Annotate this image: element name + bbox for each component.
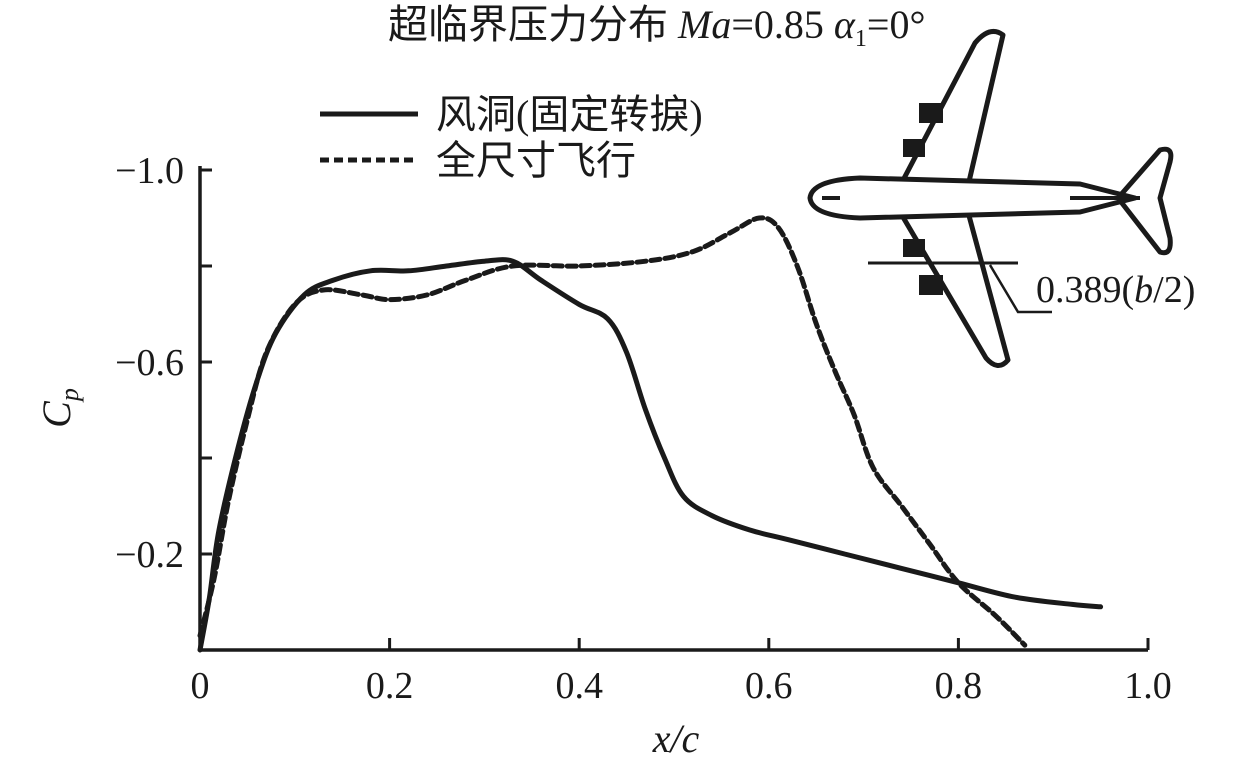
series-line-flight [197, 215, 1028, 648]
x-ticks: 0 0.2 0.4 0.6 0.8 1.0 [191, 638, 1172, 707]
y-tick-label: −0.2 [115, 534, 184, 576]
legend: 风洞(固定转捩) 全尺寸飞行 [320, 92, 703, 183]
x-tick-label: 0.2 [366, 665, 414, 707]
y-tick-label: −0.6 [115, 342, 184, 384]
span-station-label: 0.389(b/2) [1036, 269, 1195, 311]
axes: −1.0 −0.6 −0.2 0 0.2 0.4 0.6 0.8 1.0 [115, 150, 1172, 707]
x-axis-label: x/c [652, 716, 700, 761]
x-tick-label: 0.4 [555, 665, 603, 707]
svg-text:Cp: Cp [34, 388, 84, 428]
annotation-leader [988, 264, 1052, 314]
x-tick-label: 0 [191, 665, 210, 707]
x-tick-label: 0.8 [935, 665, 983, 707]
legend-label-wind-tunnel: 风洞(固定转捩) [436, 92, 703, 137]
x-tick-label: 1.0 [1124, 665, 1172, 707]
y-ticks: −1.0 −0.6 −0.2 [115, 150, 212, 576]
y-axis-label: Cp [34, 388, 84, 428]
airplane-icon [807, 28, 1174, 368]
chart-title: 超临界压力分布 Ma=0.85 α1=0° [388, 2, 925, 52]
x-tick-label: 0.6 [745, 665, 793, 707]
legend-label-flight: 全尺寸飞行 [436, 138, 636, 183]
series-group [197, 215, 1104, 653]
y-tick-label: −1.0 [115, 150, 184, 192]
